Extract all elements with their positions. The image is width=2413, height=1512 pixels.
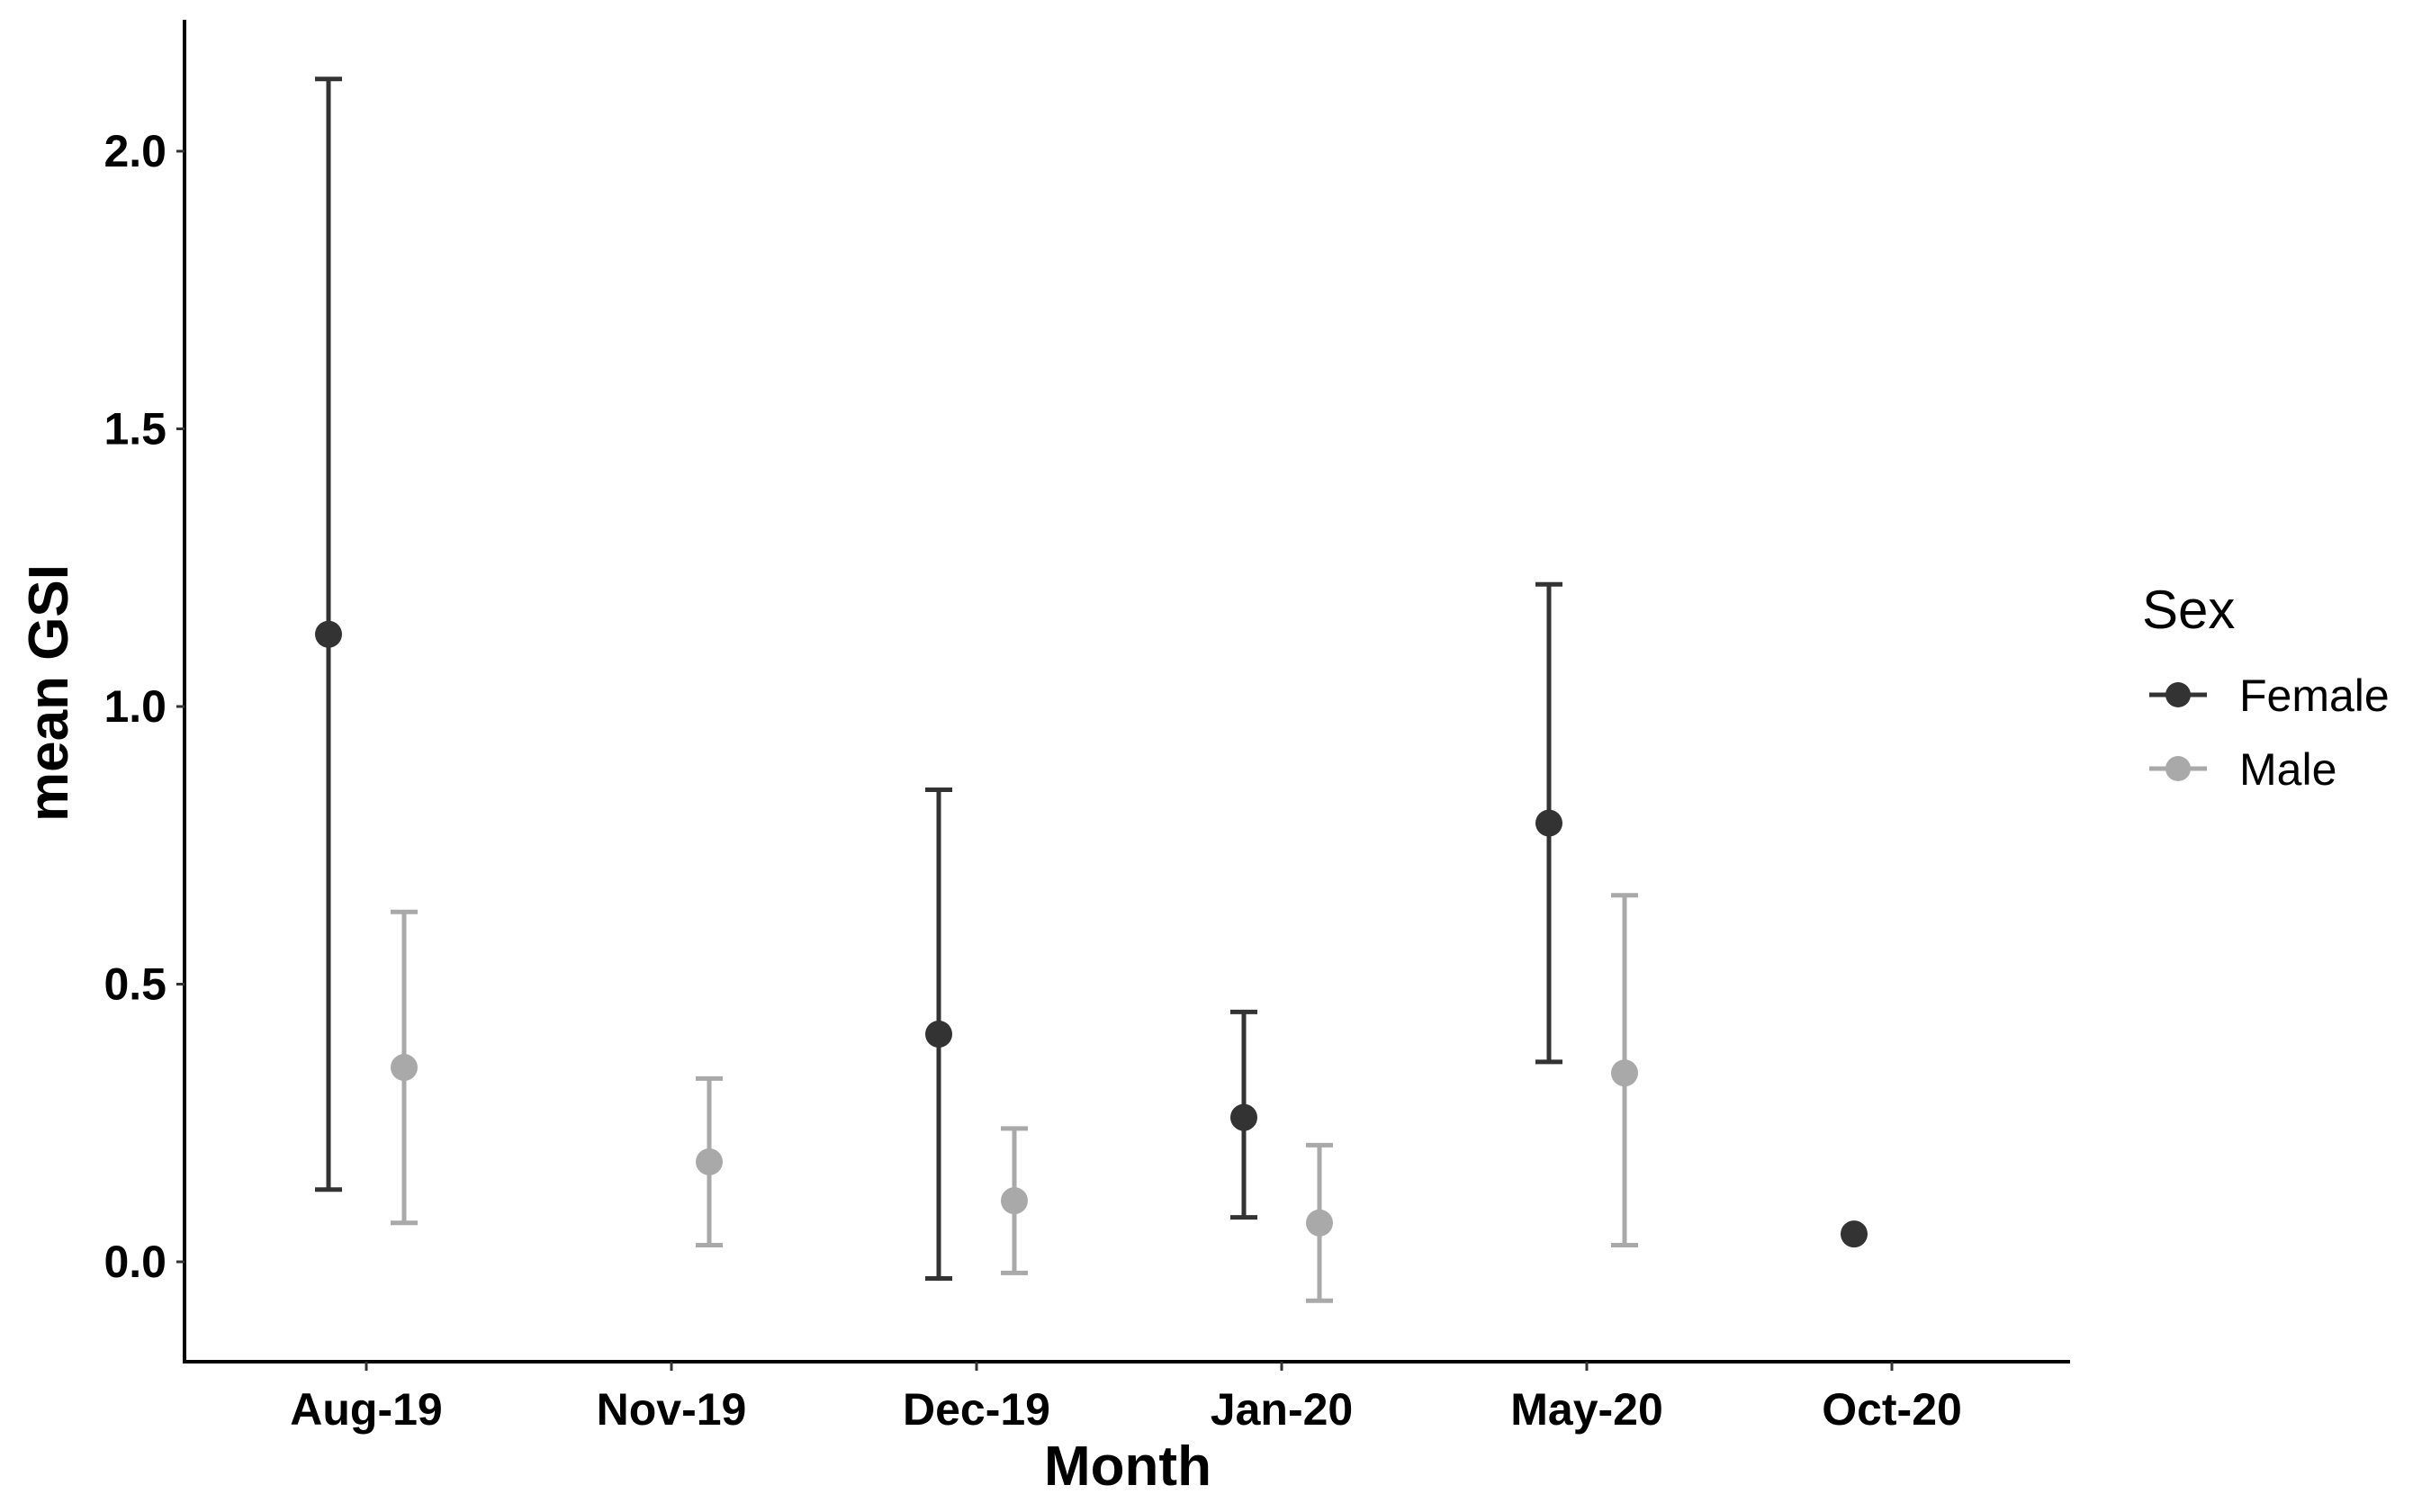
y-tick-label: 2.0 — [104, 126, 167, 176]
x-tick-label: Aug-19 — [290, 1384, 442, 1435]
legend-key-point — [2165, 756, 2191, 781]
y-axis: 0.0 0.5 1.0 1.5 2.0 — [104, 20, 186, 1362]
data-point — [1535, 809, 1562, 837]
data-point — [696, 1148, 723, 1175]
data-point — [1306, 1209, 1333, 1237]
y-tick-label: 1.5 — [104, 404, 167, 454]
y-tick-label: 1.0 — [104, 681, 167, 732]
x-tick-label: Nov-19 — [597, 1384, 747, 1435]
series-male — [391, 893, 1638, 1303]
y-tick-label: 0.5 — [104, 959, 167, 1010]
legend-item-male: Male — [2149, 744, 2336, 795]
x-tick-label: Dec-19 — [903, 1384, 1050, 1435]
legend-items: Female Male — [2149, 670, 2390, 795]
x-tick-label: May-20 — [1510, 1384, 1663, 1435]
data-point — [1001, 1187, 1028, 1215]
x-tick-label: Oct-20 — [1822, 1384, 1962, 1435]
legend-label: Female — [2239, 670, 2390, 721]
legend-item-female: Female — [2149, 670, 2390, 721]
x-axis: Aug-19 Nov-19 Dec-19 Jan-20 May-20 Oct-20 — [183, 1360, 2070, 1435]
legend-title: Sex — [2142, 580, 2235, 640]
x-axis-title: Month — [1044, 1436, 1211, 1498]
y-tick-label: 0.0 — [104, 1237, 167, 1287]
y-axis-title: mean GSI — [18, 564, 80, 822]
x-tick-label: Jan-20 — [1211, 1384, 1353, 1435]
data-point — [1841, 1220, 1868, 1248]
data-point — [925, 1021, 952, 1048]
legend: Sex Female Male — [2142, 580, 2390, 795]
data-point — [1611, 1059, 1638, 1087]
legend-key-point — [2165, 682, 2191, 707]
data-point — [315, 620, 342, 648]
series-female — [315, 76, 1868, 1282]
plot-area — [315, 76, 1868, 1303]
data-point — [1230, 1103, 1257, 1131]
legend-label: Male — [2239, 744, 2336, 795]
data-point — [391, 1054, 418, 1082]
